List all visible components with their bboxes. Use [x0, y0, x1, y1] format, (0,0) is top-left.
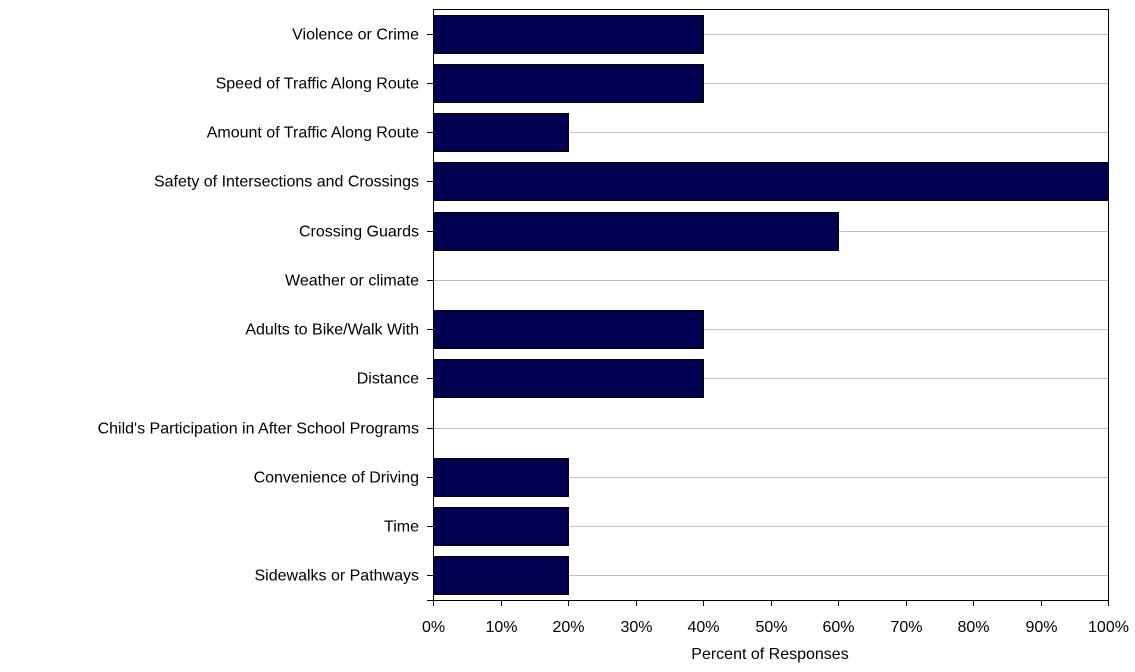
x-tick-label: 100% [1088, 619, 1129, 636]
category-label: Safety of Intersections and Crossings [154, 174, 419, 191]
x-tick-label: 10% [485, 619, 517, 636]
x-tick-labels: 0% 10% 20% 30% 40% 50% 60% 70% 80% 90% 100% [422, 619, 1129, 636]
x-tick-label: 90% [1025, 619, 1057, 636]
x-tick-label: 20% [552, 619, 584, 636]
category-label: Speed of Traffic Along Route [216, 76, 420, 93]
bars [433, 15, 1109, 595]
category-label: Time [384, 519, 419, 536]
category-label: Distance [357, 371, 419, 388]
bar [433, 15, 704, 54]
category-label: Crossing Guards [299, 224, 419, 241]
bar [433, 359, 704, 398]
bar [433, 64, 704, 103]
bar [433, 507, 569, 546]
bar [433, 458, 569, 497]
x-tick-label: 70% [890, 619, 922, 636]
x-tick-label: 30% [620, 619, 652, 636]
category-label: Sidewalks or Pathways [254, 568, 419, 585]
x-tick-label: 40% [687, 619, 719, 636]
x-tick-label: 80% [957, 619, 989, 636]
bar [433, 310, 704, 349]
category-labels: Violence or Crime Speed of Traffic Along … [98, 27, 420, 585]
category-label: Child's Participation in After School Pr… [98, 421, 419, 438]
x-tick-label: 60% [822, 619, 854, 636]
x-axis-title: Percent of Responses [691, 646, 848, 663]
x-tick-label: 50% [755, 619, 787, 636]
axes [427, 9, 1109, 606]
bar [433, 113, 569, 152]
category-label: Adults to Bike/Walk With [245, 322, 419, 339]
category-label: Violence or Crime [292, 27, 419, 44]
category-label: Convenience of Driving [254, 470, 419, 487]
bar [433, 162, 1109, 201]
x-tick-label: 0% [422, 619, 445, 636]
category-label: Amount of Traffic Along Route [207, 125, 419, 142]
category-label: Weather or climate [285, 273, 419, 290]
bar [433, 212, 839, 251]
bar [433, 556, 569, 595]
